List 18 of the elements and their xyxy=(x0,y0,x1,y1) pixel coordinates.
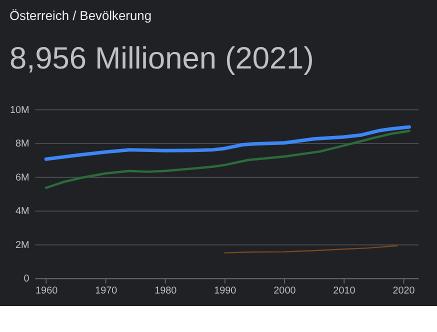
x-tick-label: 1970 xyxy=(95,286,118,297)
y-tick-label: 0 xyxy=(24,274,30,285)
x-tick-label: 1990 xyxy=(214,286,237,297)
line-series xyxy=(44,125,411,161)
y-tick-label: 8M xyxy=(16,138,30,150)
line-series xyxy=(224,245,398,254)
x-tick-label: 1980 xyxy=(154,286,178,297)
x-tick-label: 2020 xyxy=(392,286,416,297)
y-tick-label: 10M xyxy=(10,104,30,116)
y-tick-label: 4M xyxy=(16,206,30,218)
y-tick-label: 2M xyxy=(16,240,30,251)
chart-subtitle: 8,956 Millionen (2021) xyxy=(9,40,314,76)
y-tick-label: 6M xyxy=(16,172,30,184)
line-series xyxy=(44,130,410,189)
chart-title: Österreich / Bevölkerung xyxy=(9,8,152,23)
x-tick-label: 1960 xyxy=(36,286,58,297)
x-tick-label: 2000 xyxy=(274,286,296,297)
x-tick-label: 2010 xyxy=(333,286,356,297)
